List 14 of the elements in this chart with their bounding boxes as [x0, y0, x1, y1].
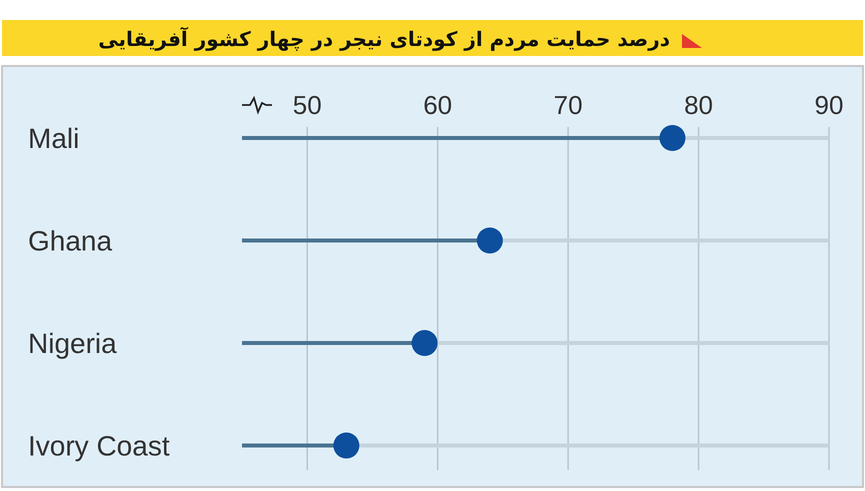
y-tick-label: Mali: [28, 123, 80, 154]
x-tick-label: 60: [423, 90, 452, 120]
y-tick-label: Nigeria: [28, 328, 118, 359]
y-tick-label: Ghana: [28, 226, 112, 256]
point: [476, 228, 503, 254]
point: [412, 330, 438, 356]
point: [333, 432, 360, 458]
x-tick-label: 70: [554, 90, 583, 120]
y-tick-label: Ivory Coast: [28, 430, 170, 462]
x-tick-label: 90: [814, 90, 844, 120]
x-tick-label: 50: [292, 90, 322, 120]
x-tick-label: 80: [684, 90, 714, 120]
point: [659, 125, 686, 151]
chart-title: درصد حمایت مردم از کودتای نیجر در چهار کشور آفریقایی: [98, 26, 670, 51]
